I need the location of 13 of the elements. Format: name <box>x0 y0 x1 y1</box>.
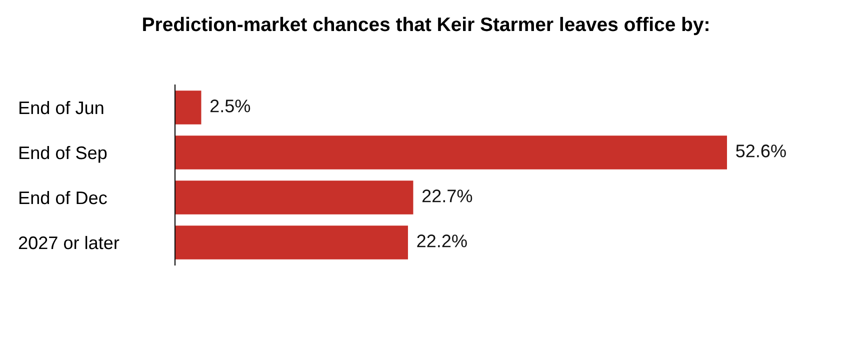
bar <box>175 90 202 124</box>
y-tick-label: 2027 or later <box>18 236 120 250</box>
bar <box>175 136 727 170</box>
bar <box>175 180 414 214</box>
data-label: 22.7% <box>422 190 472 202</box>
y-tick-label: End of Dec <box>20 190 107 204</box>
data-label: 52.6% <box>736 144 786 158</box>
data-label: 2.5% <box>210 100 250 112</box>
chart-title: Prediction-market chances that Keir Starmer leaves office by: <box>143 16 708 36</box>
y-tick-label: End of Sep <box>20 146 107 163</box>
bar <box>175 226 408 260</box>
y-tick-label: End of Jun <box>20 100 104 114</box>
data-label: 22.2% <box>417 234 467 248</box>
